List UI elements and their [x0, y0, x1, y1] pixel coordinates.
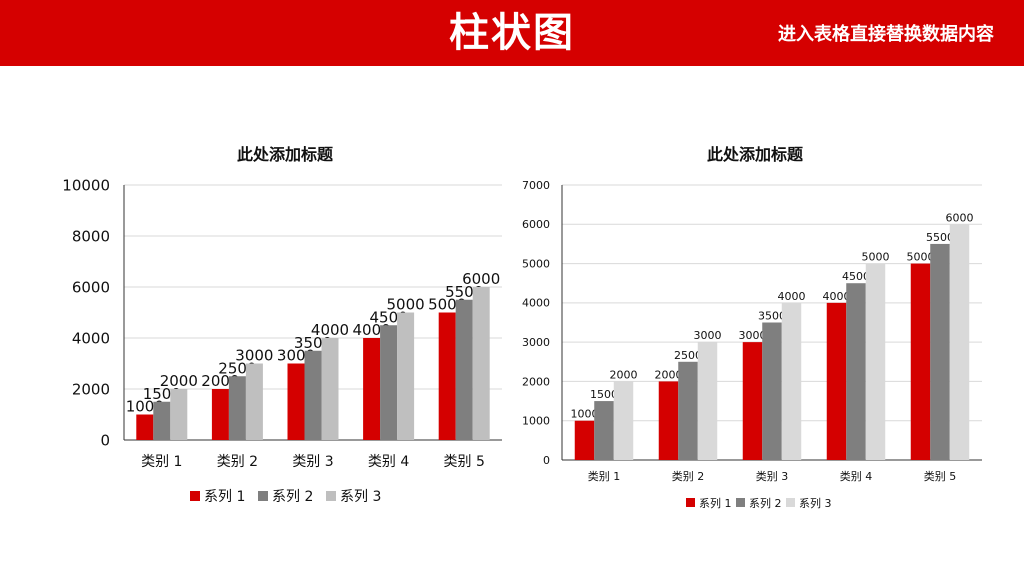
bar-1-3 — [287, 363, 305, 440]
bar-2-3 — [762, 322, 782, 460]
data-label: 5000 — [862, 251, 890, 264]
bar-2-4 — [846, 283, 866, 460]
data-label: 4500 — [842, 270, 870, 283]
x-tick-label: 类别 1 — [588, 469, 621, 483]
legend-label: 系列 3 — [340, 489, 381, 505]
x-tick-label: 类别 4 — [368, 454, 409, 470]
data-label: 2500 — [674, 349, 702, 362]
bar-3-5 — [949, 224, 970, 460]
data-label: 3500 — [758, 310, 786, 323]
legend-swatch — [326, 491, 336, 501]
y-tick-label: 2000 — [522, 375, 550, 388]
y-tick-label: 6000 — [72, 278, 110, 296]
data-label: 3000 — [694, 329, 722, 342]
x-tick-label: 类别 3 — [756, 469, 789, 483]
bar-1-1 — [574, 420, 595, 460]
bar-2-3 — [304, 350, 322, 440]
bar-3-2 — [245, 363, 263, 440]
bar-2-5 — [455, 299, 473, 440]
bar-chart-right: 此处添加标题 0 1000 2000 3000 4000 5000 6000 7000 1000 1… — [522, 145, 982, 510]
y-tick-label: 0 — [100, 431, 110, 449]
legend-label: 系列 1 — [699, 496, 732, 510]
y-tick-label: 0 — [543, 454, 550, 467]
bar-3-3 — [781, 302, 802, 460]
bar-chart-left: 此处添加标题0200040006000800010000100015002000… — [62, 145, 502, 505]
bar-3-5 — [472, 287, 490, 440]
data-label: 3000 — [235, 347, 273, 365]
y-tick-label: 3000 — [522, 336, 550, 349]
bar-3-2 — [697, 342, 718, 460]
data-label: 5000 — [907, 251, 935, 264]
bar-1-4 — [826, 302, 847, 460]
bar-3-3 — [321, 338, 339, 440]
bar-2-1 — [594, 401, 614, 460]
data-label: 5500 — [926, 231, 954, 244]
x-tick-label: 类别 3 — [292, 454, 333, 470]
bar-2-1 — [153, 401, 171, 440]
data-label: 1500 — [590, 388, 618, 401]
bar-1-3 — [742, 342, 763, 460]
bar-3-1 — [170, 389, 188, 440]
bar-1-4 — [363, 338, 381, 440]
bar-1-5 — [438, 312, 456, 440]
data-label: 2000 — [610, 368, 638, 381]
data-label: 5000 — [387, 296, 425, 314]
page-subtitle: 进入表格直接替换数据内容 — [778, 24, 994, 45]
y-tick-label: 2000 — [72, 380, 110, 398]
x-tick-label: 类别 5 — [924, 469, 957, 483]
legend-swatch — [190, 491, 200, 501]
y-tick-label: 1000 — [522, 415, 550, 428]
bar-3-4 — [865, 263, 886, 460]
bar-1-2 — [211, 389, 229, 440]
data-label: 6000 — [462, 270, 500, 288]
bar-1-1 — [136, 414, 154, 440]
y-tick-label: 8000 — [72, 227, 110, 245]
bar-2-2 — [678, 361, 698, 460]
legend-swatch — [686, 498, 695, 507]
x-tick-label: 类别 5 — [444, 454, 485, 470]
chart-title: 此处添加标题 — [237, 145, 334, 164]
legend-label: 系列 2 — [272, 489, 313, 505]
bar-2-5 — [930, 243, 950, 460]
y-tick-label: 10000 — [62, 176, 110, 194]
y-tick-label: 7000 — [522, 179, 550, 192]
data-label: 6000 — [946, 211, 974, 224]
x-tick-label: 类别 4 — [840, 469, 873, 483]
data-label: 2000 — [160, 372, 198, 390]
data-label: 4000 — [823, 290, 851, 303]
y-tick-label: 4000 — [72, 329, 110, 347]
legend-label: 系列 1 — [204, 489, 245, 505]
legend-swatch — [258, 491, 268, 501]
bar-2-2 — [228, 376, 246, 440]
chart-title: 此处添加标题 — [707, 145, 804, 164]
legend-label: 系列 3 — [799, 496, 832, 510]
bar-3-4 — [397, 312, 415, 440]
bar-2-4 — [380, 325, 398, 440]
bar-3-1 — [613, 381, 634, 460]
y-tick-label: 6000 — [522, 218, 550, 231]
legend-swatch — [736, 498, 745, 507]
data-label: 4000 — [778, 290, 806, 303]
x-tick-label: 类别 2 — [672, 469, 705, 483]
legend-label: 系列 2 — [749, 496, 782, 510]
data-label: 2000 — [655, 368, 683, 381]
x-tick-label: 类别 2 — [217, 454, 258, 470]
bar-1-2 — [658, 381, 679, 460]
data-label: 3000 — [739, 329, 767, 342]
y-tick-label: 4000 — [522, 297, 550, 310]
y-tick-label: 5000 — [522, 257, 550, 270]
bar-1-5 — [910, 263, 931, 460]
x-tick-label: 类别 1 — [141, 454, 182, 470]
page-title: 柱状图 — [449, 10, 575, 56]
legend-swatch — [786, 498, 795, 507]
data-label: 4000 — [311, 321, 349, 339]
data-label: 1000 — [571, 408, 599, 421]
header-banner: 柱状图 进入表格直接替换数据内容 — [0, 0, 1024, 66]
